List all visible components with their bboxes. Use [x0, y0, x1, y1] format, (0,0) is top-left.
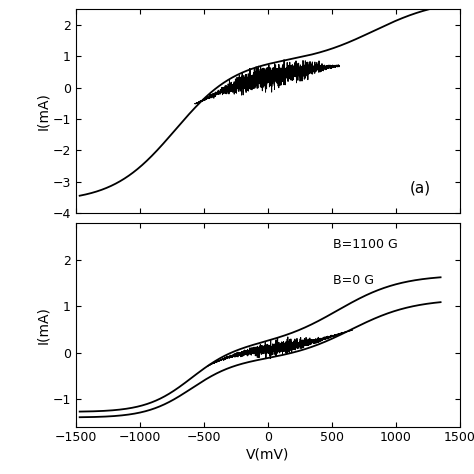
- Y-axis label: I(mA): I(mA): [36, 92, 50, 130]
- Y-axis label: I(mA): I(mA): [36, 306, 50, 344]
- X-axis label: V(mV): V(mV): [246, 447, 290, 461]
- Text: B=1100 G: B=1100 G: [333, 237, 398, 251]
- Text: B=0 G: B=0 G: [333, 274, 374, 287]
- Text: (a): (a): [410, 181, 431, 196]
